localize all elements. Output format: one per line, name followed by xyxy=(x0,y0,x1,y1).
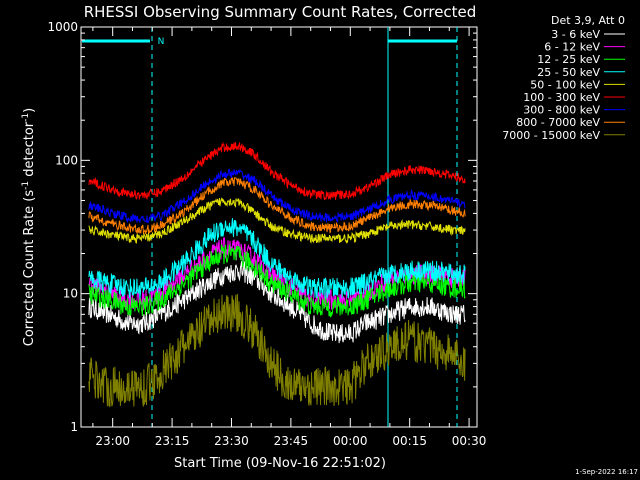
series-line-4 xyxy=(88,197,466,244)
y-axis-label: Corrected Count Rate (s-1 detector-1) xyxy=(21,108,37,346)
legend-label: 7000 - 15000 keV xyxy=(502,129,600,142)
legend-label: 6 - 12 keV xyxy=(544,41,600,54)
y-axis-label-exp-1: -1 xyxy=(21,181,31,190)
legend-label: 3 - 6 keV xyxy=(551,28,600,41)
series-line-3 xyxy=(88,218,466,299)
y-axis-label-mid: detector xyxy=(22,121,37,181)
series-lines xyxy=(88,141,466,408)
x-axis-ticks: 23:00 23:15 23:30 23:45 00:00 00:15 00:30 xyxy=(92,27,487,448)
plot-frame xyxy=(80,26,478,428)
legend-label: 25 - 50 keV xyxy=(537,66,600,79)
legend-label: 12 - 25 keV xyxy=(537,53,600,66)
y-axis-label-end: ) xyxy=(22,108,37,113)
y-axis-label-main: Corrected Count Rate (s xyxy=(22,190,37,347)
series-line-2 xyxy=(88,244,466,318)
y-tick-label: 100 xyxy=(55,153,78,167)
x-tick-label: 00:30 xyxy=(452,434,487,448)
y-axis-label-exp-2: -1 xyxy=(21,113,31,122)
series-line-7 xyxy=(88,177,466,235)
legend-label: 50 - 100 keV xyxy=(530,78,600,91)
x-tick-label: 00:15 xyxy=(392,434,427,448)
legend-label: 300 - 800 keV xyxy=(523,104,600,117)
x-tick-label: 23:15 xyxy=(155,434,190,448)
x-axis-label: Start Time (09-Nov-16 22:51:02) xyxy=(174,456,386,471)
x-tick-label: 00:00 xyxy=(333,434,368,448)
legend-label: 800 - 7000 keV xyxy=(516,116,600,129)
chart-title: RHESSI Observing Summary Count Rates, Co… xyxy=(84,3,477,21)
series-line-5 xyxy=(88,141,466,201)
y-tick-label: 1 xyxy=(70,420,78,434)
x-tick-label: 23:00 xyxy=(95,434,130,448)
footer-timestamp: 1-Sep-2022 16:17 xyxy=(575,468,638,476)
series-line-8 xyxy=(88,294,466,408)
series-line-0 xyxy=(88,260,466,344)
y-tick-label: 10 xyxy=(63,287,78,301)
legend-label: 100 - 300 keV xyxy=(523,91,600,104)
x-tick-label: 23:30 xyxy=(214,434,249,448)
plot-axes xyxy=(80,26,478,428)
series-line-6 xyxy=(88,168,466,224)
x-tick-label: 23:45 xyxy=(274,434,309,448)
y-tick-label: 1000 xyxy=(47,20,78,34)
legend-header: Det 3,9, Att 0 xyxy=(551,14,625,27)
saa-marker-label: N xyxy=(158,37,165,47)
y-axis-ticks: 1 10 100 1000 xyxy=(47,20,477,434)
